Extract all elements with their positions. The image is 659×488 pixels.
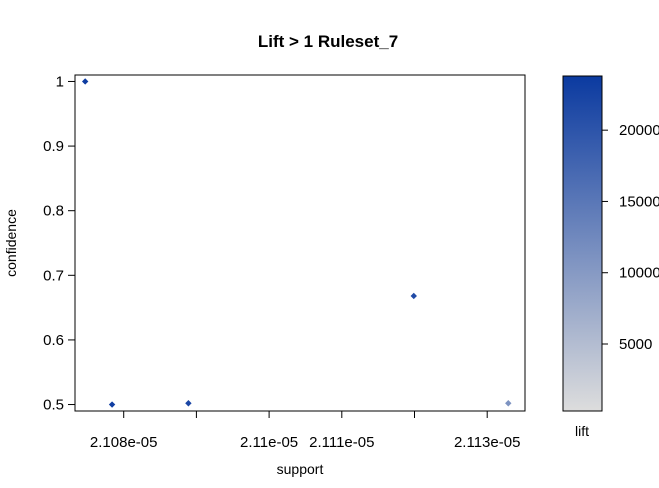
colorbar-tick-label: 15000 (619, 193, 659, 210)
x-tick-label: 2.113e-05 (454, 434, 520, 451)
colorbar-tick-label: 10000 (619, 265, 659, 282)
colorbar: 5000 10000 15000 20000 (562, 75, 659, 412)
chart-title: Lift > 1 Ruleset_7 (258, 32, 398, 51)
data-point (108, 401, 116, 408)
colorbar-tick-label: 20000 (619, 122, 659, 139)
y-tick-label: 0.6 (43, 332, 64, 349)
data-points (81, 78, 512, 408)
colorbar-gradient (562, 75, 603, 412)
y-axis: 0.5 0.6 0.7 0.8 0.9 1 (43, 73, 75, 414)
x-tick-label: 2.111e-05 (309, 434, 374, 451)
y-axis-label: confidence (3, 209, 19, 277)
x-axis-label: support (277, 461, 324, 477)
colorbar-ticks: 5000 10000 15000 20000 (602, 122, 659, 353)
y-tick-label: 0.5 (43, 397, 64, 414)
colorbar-label: lift (575, 423, 589, 439)
data-point (410, 292, 417, 300)
data-point (185, 400, 192, 407)
plot-frame (74, 74, 526, 412)
colorbar-tick-label: 5000 (619, 336, 652, 353)
y-tick-label: 0.9 (43, 138, 64, 155)
x-tick-label: 2.108e-05 (90, 434, 158, 451)
y-tick-label: 0.7 (43, 267, 64, 284)
data-point (505, 400, 512, 407)
x-axis: 2.108e-05 2.11e-05 2.111e-05 2.113e-05 (90, 411, 520, 451)
data-point (81, 78, 89, 85)
y-tick-label: 1 (56, 73, 64, 90)
y-tick-label: 0.8 (43, 203, 64, 220)
x-tick-label: 2.11e-05 (240, 434, 298, 451)
